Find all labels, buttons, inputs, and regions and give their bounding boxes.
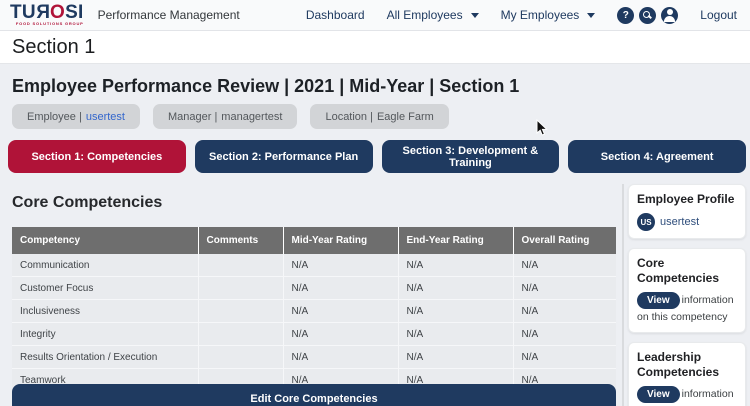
section-strip: Section 1 bbox=[0, 31, 750, 64]
leadership-competencies-card: Leadership Competencies View information … bbox=[628, 342, 746, 406]
logo-tagline: FOOD SOLUTIONS GROUP bbox=[15, 21, 84, 26]
right-sidebar: Employee Profile US usertest Core Compet… bbox=[628, 184, 746, 406]
nav-dashboard-link[interactable]: Dashboard bbox=[305, 8, 365, 22]
card-title: Core Competencies bbox=[637, 256, 720, 285]
top-navbar: TUROSI FOOD SOLUTIONS GROUP Performance … bbox=[0, 0, 750, 31]
table-row: Integrity N/A N/A N/A bbox=[12, 322, 616, 346]
table-row: Inclusiveness N/A N/A N/A bbox=[12, 299, 616, 323]
help-icon[interactable]: ? bbox=[617, 6, 635, 24]
top-nav-links: Dashboard All Employees My Employees ? L… bbox=[305, 6, 750, 24]
search-icon[interactable] bbox=[639, 6, 657, 24]
page-title: Section 1 bbox=[12, 35, 96, 58]
location-chip: Location | Eagle Farm bbox=[310, 104, 449, 129]
col-header-overall: Overall Rating bbox=[513, 227, 616, 254]
mouse-cursor bbox=[536, 119, 548, 136]
edit-core-competencies-button[interactable]: Edit Core Competencies bbox=[12, 384, 616, 406]
col-header-comments: Comments bbox=[198, 227, 284, 254]
tab-section-4-agreement[interactable]: Section 4: Agreement bbox=[568, 140, 746, 173]
profile-username: usertest bbox=[660, 216, 700, 228]
table-row: Communication N/A N/A N/A bbox=[12, 254, 616, 277]
col-header-end-year: End-Year Rating bbox=[398, 227, 514, 254]
avatar: US bbox=[637, 213, 655, 231]
sidebar-divider bbox=[622, 184, 624, 406]
nav-my-employees-dropdown[interactable]: My Employees bbox=[501, 8, 596, 22]
card-title: Employee Profile bbox=[637, 192, 735, 206]
review-info-chips: Employee | usertest Manager | managertes… bbox=[12, 104, 449, 129]
app-name: Performance Management bbox=[97, 8, 240, 22]
tab-section-1-competencies[interactable]: Section 1: Competencies bbox=[8, 140, 186, 173]
col-header-competency: Competency bbox=[12, 227, 199, 254]
logo-wordmark: TUROSI bbox=[10, 2, 84, 23]
core-competencies-heading: Core Competencies bbox=[12, 194, 163, 211]
employee-chip: Employee | usertest bbox=[12, 104, 140, 129]
manager-username: managertest bbox=[221, 110, 283, 123]
turosi-logo[interactable]: TUROSI FOOD SOLUTIONS GROUP bbox=[10, 2, 84, 26]
chevron-down-icon bbox=[587, 12, 596, 18]
nav-icon-group: ? bbox=[617, 6, 679, 24]
account-icon[interactable] bbox=[661, 6, 679, 24]
table-row: Customer Focus N/A N/A N/A bbox=[12, 276, 616, 300]
employee-profile-card: Employee Profile US usertest bbox=[628, 184, 746, 239]
view-leadership-competencies-button[interactable]: View bbox=[637, 386, 680, 404]
tab-section-2-performance-plan[interactable]: Section 2: Performance Plan bbox=[194, 140, 373, 173]
card-title: Leadership Competencies bbox=[637, 350, 720, 380]
manager-chip: Manager | managertest bbox=[152, 104, 298, 129]
section-tabs: Section 1: Competencies Section 2: Perfo… bbox=[8, 140, 746, 173]
core-competencies-card: Core Competencies View information on thi… bbox=[628, 248, 746, 334]
review-title: Employee Performance Review | 2021 | Mid… bbox=[12, 76, 520, 96]
table-header-row: Competency Comments Mid-Year Rating End-… bbox=[12, 227, 616, 254]
col-header-mid-year: Mid-Year Rating bbox=[283, 227, 399, 254]
table-row: Results Orientation / Execution N/A N/A N/… bbox=[12, 345, 616, 369]
view-core-competencies-button[interactable]: View bbox=[637, 292, 680, 309]
employee-username: usertest bbox=[85, 110, 125, 123]
logout-link[interactable]: Logout bbox=[700, 8, 737, 22]
tab-section-3-development-training[interactable]: Section 3: Development & Training bbox=[381, 140, 560, 173]
nav-all-employees-dropdown[interactable]: All Employees bbox=[387, 8, 479, 22]
competencies-table: Competency Comments Mid-Year Rating End-… bbox=[12, 227, 616, 392]
location-value: Eagle Farm bbox=[376, 110, 434, 123]
chevron-down-icon bbox=[470, 12, 479, 18]
